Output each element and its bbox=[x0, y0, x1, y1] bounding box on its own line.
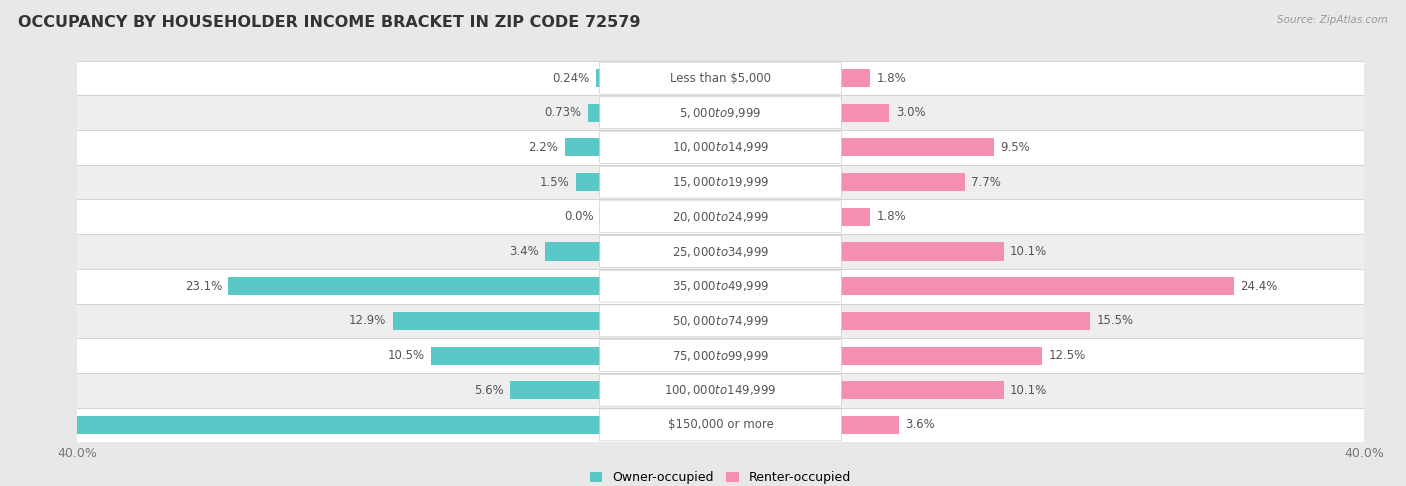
Bar bbox=[77, 338, 1364, 373]
Bar bbox=[77, 234, 1364, 269]
Bar bbox=[0, 416, 600, 434]
Text: 1.8%: 1.8% bbox=[876, 210, 907, 224]
FancyBboxPatch shape bbox=[599, 409, 842, 441]
Bar bbox=[77, 95, 1364, 130]
Bar bbox=[841, 243, 1004, 260]
Text: $100,000 to $149,999: $100,000 to $149,999 bbox=[665, 383, 776, 397]
Text: Less than $5,000: Less than $5,000 bbox=[671, 71, 770, 85]
Text: 10.5%: 10.5% bbox=[388, 349, 425, 362]
Text: 0.73%: 0.73% bbox=[544, 106, 582, 119]
Text: 3.4%: 3.4% bbox=[509, 245, 538, 258]
Bar bbox=[77, 304, 1364, 338]
FancyBboxPatch shape bbox=[599, 374, 842, 406]
Bar bbox=[841, 312, 1091, 330]
Bar bbox=[576, 173, 600, 191]
Text: 5.6%: 5.6% bbox=[474, 384, 503, 397]
Bar bbox=[546, 243, 600, 260]
Bar bbox=[841, 277, 1233, 295]
Bar bbox=[77, 408, 1364, 442]
Text: Source: ZipAtlas.com: Source: ZipAtlas.com bbox=[1277, 15, 1388, 25]
Text: 12.5%: 12.5% bbox=[1049, 349, 1085, 362]
Text: 15.5%: 15.5% bbox=[1097, 314, 1135, 328]
Bar bbox=[229, 277, 600, 295]
FancyBboxPatch shape bbox=[599, 97, 842, 129]
Text: 3.6%: 3.6% bbox=[905, 418, 935, 432]
FancyBboxPatch shape bbox=[599, 236, 842, 267]
FancyBboxPatch shape bbox=[599, 305, 842, 337]
Bar bbox=[392, 312, 600, 330]
Bar bbox=[77, 199, 1364, 234]
Text: 24.4%: 24.4% bbox=[1240, 279, 1278, 293]
Text: $150,000 or more: $150,000 or more bbox=[668, 418, 773, 432]
Bar bbox=[841, 347, 1042, 364]
Bar bbox=[841, 139, 994, 156]
Text: $50,000 to $74,999: $50,000 to $74,999 bbox=[672, 314, 769, 328]
Text: $10,000 to $14,999: $10,000 to $14,999 bbox=[672, 140, 769, 155]
Text: $15,000 to $19,999: $15,000 to $19,999 bbox=[672, 175, 769, 189]
Text: 1.5%: 1.5% bbox=[540, 175, 569, 189]
Bar bbox=[510, 381, 600, 399]
Bar bbox=[77, 130, 1364, 165]
Text: 0.0%: 0.0% bbox=[564, 210, 593, 224]
Text: OCCUPANCY BY HOUSEHOLDER INCOME BRACKET IN ZIP CODE 72579: OCCUPANCY BY HOUSEHOLDER INCOME BRACKET … bbox=[18, 15, 641, 30]
Bar bbox=[77, 269, 1364, 304]
Bar bbox=[841, 173, 965, 191]
FancyBboxPatch shape bbox=[599, 132, 842, 163]
Text: 23.1%: 23.1% bbox=[184, 279, 222, 293]
Bar bbox=[432, 347, 600, 364]
Bar bbox=[565, 139, 600, 156]
Bar bbox=[588, 104, 600, 122]
Text: 9.5%: 9.5% bbox=[1001, 141, 1031, 154]
FancyBboxPatch shape bbox=[599, 62, 842, 94]
Text: $35,000 to $49,999: $35,000 to $49,999 bbox=[672, 279, 769, 293]
Bar bbox=[841, 381, 1004, 399]
FancyBboxPatch shape bbox=[599, 201, 842, 233]
Text: 12.9%: 12.9% bbox=[349, 314, 387, 328]
Text: 0.24%: 0.24% bbox=[553, 71, 589, 85]
Bar bbox=[77, 165, 1364, 199]
Text: 10.1%: 10.1% bbox=[1010, 245, 1047, 258]
Bar bbox=[596, 69, 600, 87]
Text: 7.7%: 7.7% bbox=[972, 175, 1001, 189]
Text: 2.2%: 2.2% bbox=[529, 141, 558, 154]
Bar bbox=[841, 104, 890, 122]
Text: 10.1%: 10.1% bbox=[1010, 384, 1047, 397]
Bar bbox=[77, 61, 1364, 95]
Text: $75,000 to $99,999: $75,000 to $99,999 bbox=[672, 348, 769, 363]
Bar bbox=[841, 69, 870, 87]
Bar bbox=[841, 416, 898, 434]
Text: 1.8%: 1.8% bbox=[876, 71, 907, 85]
Bar bbox=[77, 373, 1364, 408]
Text: $25,000 to $34,999: $25,000 to $34,999 bbox=[672, 244, 769, 259]
FancyBboxPatch shape bbox=[599, 270, 842, 302]
FancyBboxPatch shape bbox=[599, 166, 842, 198]
Text: 3.0%: 3.0% bbox=[896, 106, 925, 119]
Text: $20,000 to $24,999: $20,000 to $24,999 bbox=[672, 210, 769, 224]
Bar bbox=[841, 208, 870, 226]
Legend: Owner-occupied, Renter-occupied: Owner-occupied, Renter-occupied bbox=[585, 467, 856, 486]
FancyBboxPatch shape bbox=[599, 340, 842, 371]
Text: $5,000 to $9,999: $5,000 to $9,999 bbox=[679, 106, 762, 120]
